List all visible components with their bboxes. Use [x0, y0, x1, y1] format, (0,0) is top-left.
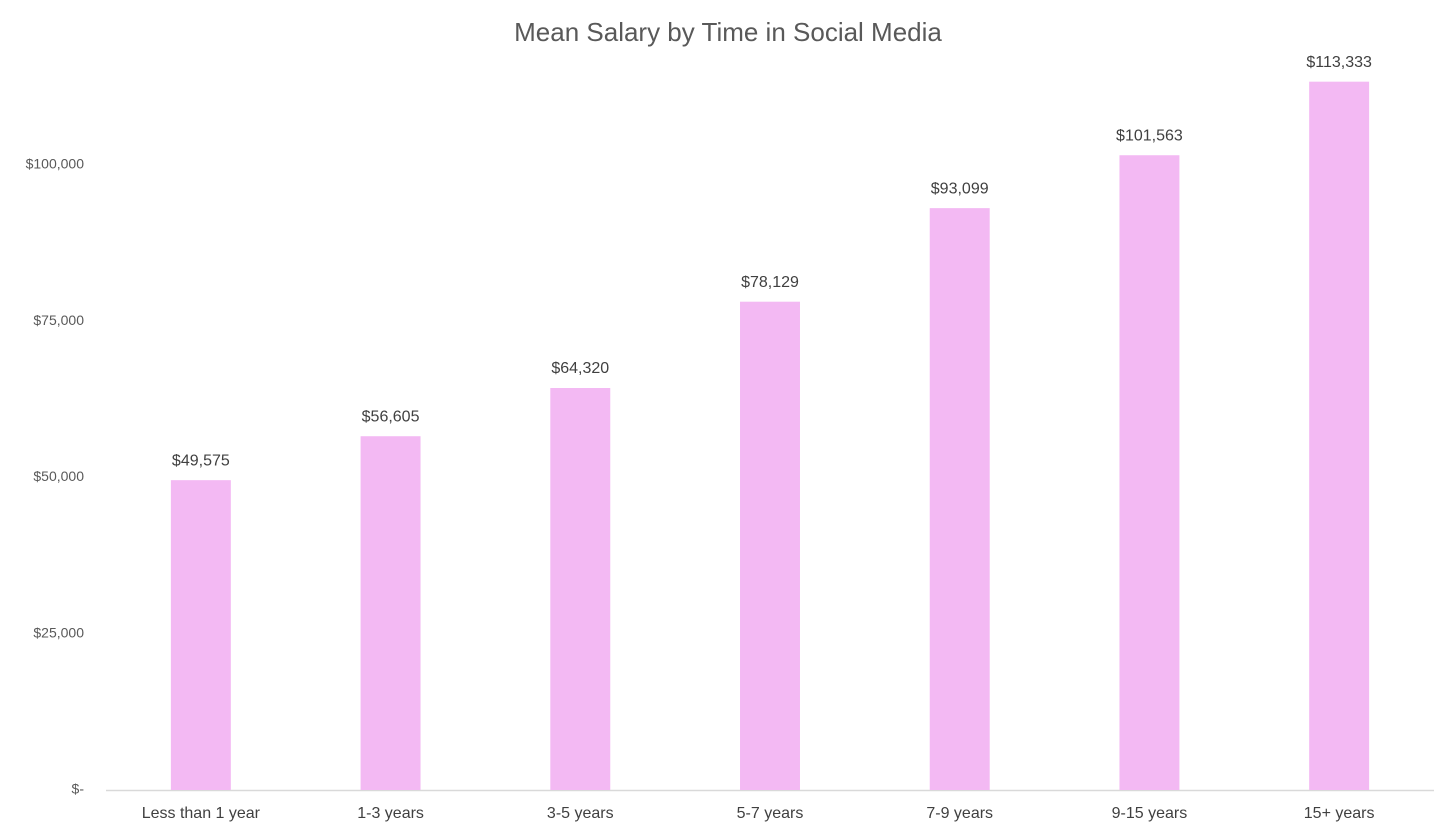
value-label: $78,129: [741, 274, 799, 291]
value-label: $49,575: [172, 452, 230, 469]
bar: [929, 208, 990, 791]
y-tick-label: $100,000: [26, 156, 85, 172]
chart-title: Mean Salary by Time in Social Media: [514, 17, 942, 47]
bar: [1119, 155, 1180, 790]
x-tick-label: Less than 1 year: [142, 805, 261, 822]
value-label: $113,333: [1306, 54, 1372, 71]
x-tick-label: 1-3 years: [357, 805, 424, 822]
value-label: $64,320: [551, 360, 609, 377]
x-tick-label: 9-15 years: [1112, 805, 1188, 822]
x-tick-label: 5-7 years: [737, 805, 804, 822]
y-tick-label: $25,000: [33, 624, 84, 640]
value-label: $93,099: [931, 180, 989, 197]
bar: [1309, 81, 1370, 790]
value-label: $101,563: [1116, 127, 1183, 144]
y-tick-label: $-: [72, 781, 85, 797]
bar: [740, 301, 800, 790]
x-tick-label: 7-9 years: [926, 805, 993, 822]
y-tick-label: $50,000: [33, 468, 84, 484]
x-tick-label: 15+ years: [1304, 805, 1375, 822]
bar: [550, 388, 611, 790]
y-tick-label: $75,000: [33, 312, 84, 328]
value-label: $56,605: [362, 408, 420, 425]
x-tick-label: 3-5 years: [547, 805, 614, 822]
bar: [170, 480, 231, 790]
bar: [360, 436, 421, 790]
